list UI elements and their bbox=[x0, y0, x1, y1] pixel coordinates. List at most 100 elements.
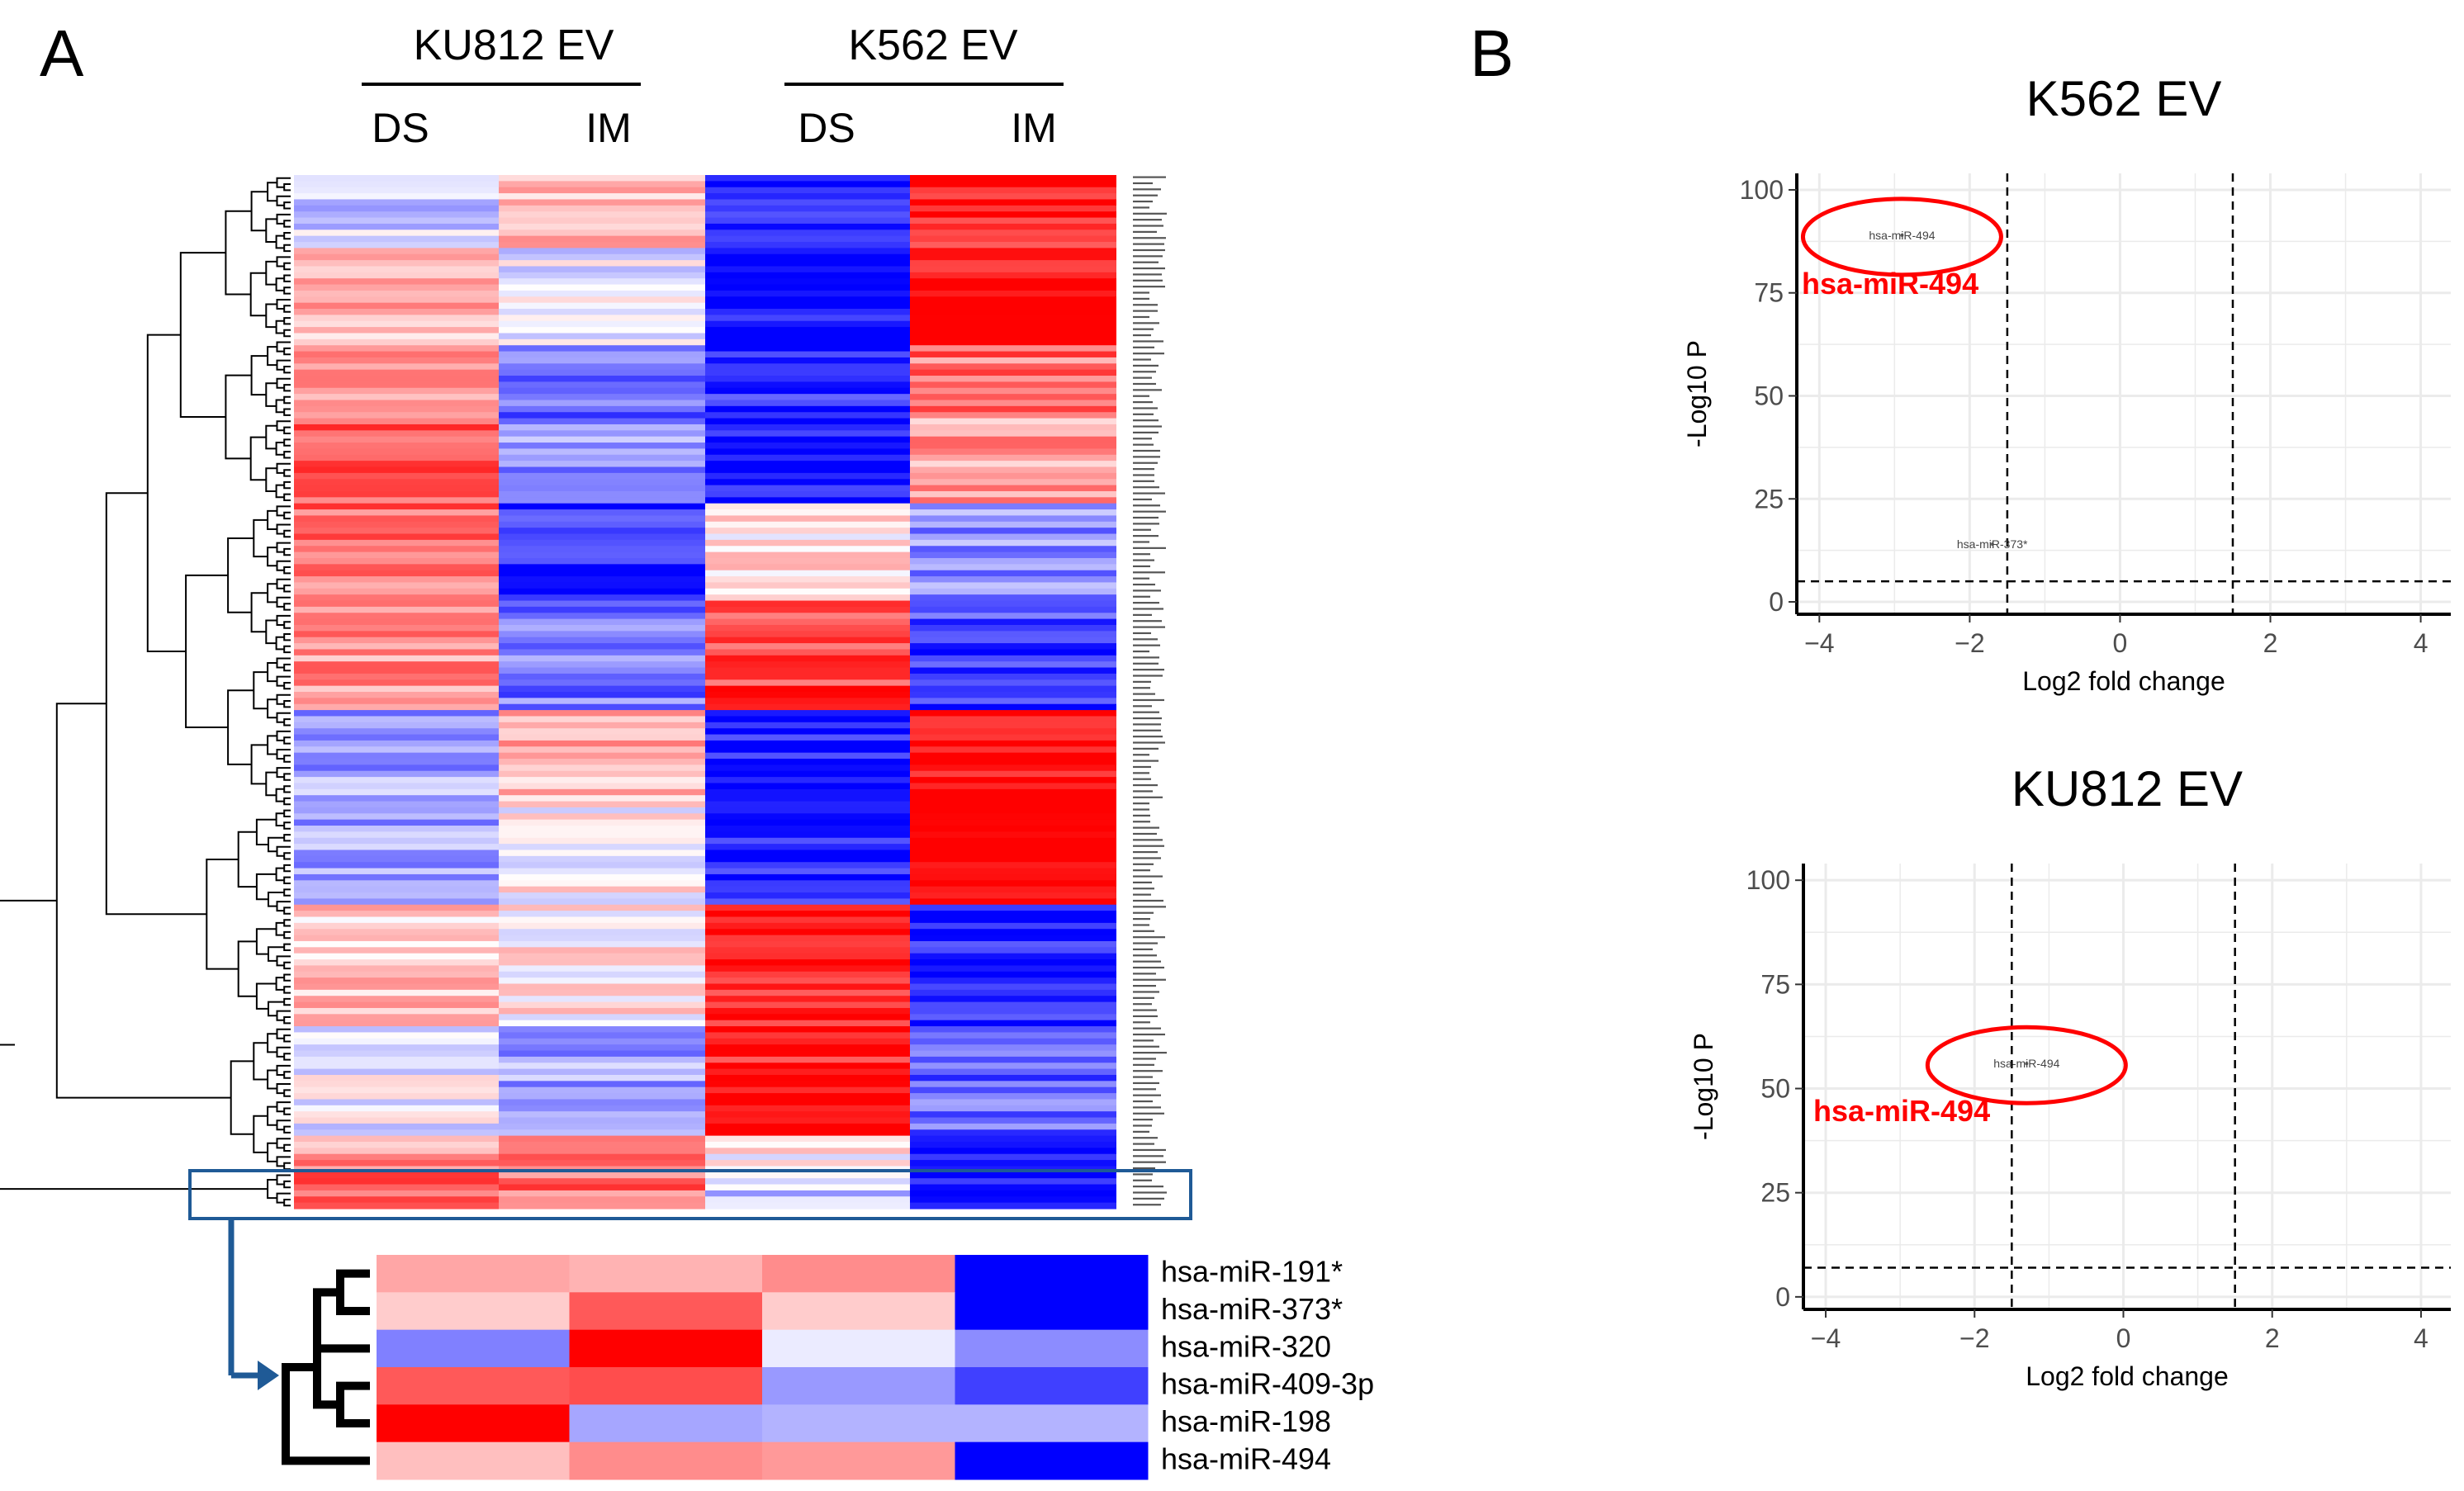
row-label-tick bbox=[1133, 869, 1150, 872]
heatmap-cell bbox=[294, 892, 499, 899]
row-label-tick bbox=[1133, 850, 1158, 854]
heatmap-cell bbox=[705, 710, 910, 717]
heatmap-cell bbox=[705, 211, 910, 219]
heatmap-cell bbox=[499, 1038, 705, 1045]
dendrogram-branch bbox=[227, 689, 254, 765]
heatmap-cell bbox=[294, 1050, 499, 1058]
heatmap-cell bbox=[499, 278, 705, 286]
dendrogram-branch bbox=[283, 834, 291, 842]
heatmap-cell bbox=[294, 953, 499, 960]
row-label-tick bbox=[1133, 991, 1159, 993]
row-label-tick bbox=[1133, 821, 1150, 823]
x-tick-label: −2 bbox=[1955, 628, 1984, 658]
heatmap-cell bbox=[499, 873, 705, 881]
heatmap-cell bbox=[294, 443, 499, 450]
row-label-tick bbox=[1133, 443, 1154, 446]
heatmap-cell bbox=[499, 497, 705, 504]
heatmap-cell bbox=[910, 1190, 1116, 1197]
heatmap-cell bbox=[705, 199, 910, 206]
heatmap-cell bbox=[910, 363, 1116, 371]
row-label-tick bbox=[1133, 346, 1154, 348]
heatmap-cell bbox=[294, 922, 499, 930]
heatmap-cell bbox=[499, 394, 705, 401]
zoom-heatmap-cell bbox=[762, 1292, 955, 1331]
heatmap-cell bbox=[910, 722, 1116, 729]
heatmap-cell bbox=[499, 959, 705, 967]
heatmap-cell bbox=[705, 873, 910, 881]
row-label-tick bbox=[1133, 778, 1151, 780]
heatmap-cell bbox=[499, 351, 705, 358]
heatmap-cell bbox=[705, 387, 910, 395]
heatmap-cell bbox=[910, 588, 1116, 595]
heatmap-cell bbox=[294, 1074, 499, 1082]
zoom-row-label: hsa-miR-191* bbox=[1161, 1255, 1343, 1289]
heatmap-cell bbox=[705, 1153, 910, 1161]
heatmap-cell bbox=[499, 710, 705, 717]
row-label-tick bbox=[1133, 839, 1163, 841]
heatmap-cell bbox=[499, 472, 705, 480]
heatmap-cell bbox=[499, 983, 705, 991]
heatmap-cell bbox=[499, 826, 705, 832]
row-label-tick bbox=[1133, 893, 1151, 896]
row-label-tick bbox=[1133, 1137, 1158, 1139]
heatmap-cell bbox=[910, 387, 1116, 395]
dendrogram-branch bbox=[283, 366, 291, 374]
zoom-heatmap-cell bbox=[762, 1441, 955, 1480]
y-tick-label: 25 bbox=[1760, 1178, 1790, 1208]
heatmap-cell bbox=[499, 752, 705, 760]
heatmap-cell bbox=[499, 594, 705, 602]
row-label-tick bbox=[1133, 765, 1151, 769]
row-label-tick bbox=[1133, 334, 1151, 337]
heatmap-cell bbox=[294, 217, 499, 225]
heatmap-cell bbox=[910, 351, 1116, 358]
heatmap-cell bbox=[910, 400, 1116, 407]
heatmap-cell bbox=[705, 248, 910, 255]
heatmap-cell bbox=[499, 1020, 705, 1027]
heatmap-cell bbox=[294, 351, 499, 358]
row-label-tick bbox=[1133, 291, 1149, 294]
heatmap-cell bbox=[705, 1026, 910, 1034]
heatmap-cell bbox=[294, 454, 499, 462]
panel-label-a: A bbox=[40, 17, 84, 90]
heatmap-cell bbox=[294, 965, 499, 973]
heatmap-cell bbox=[499, 868, 705, 875]
heatmap-cell bbox=[499, 770, 705, 778]
heatmap-cell bbox=[705, 327, 910, 334]
heatmap-cell bbox=[294, 764, 499, 772]
row-label-tick bbox=[1133, 340, 1163, 343]
heatmap-cell bbox=[499, 807, 705, 814]
heatmap-cell bbox=[705, 1038, 910, 1045]
heatmap-cell bbox=[705, 752, 910, 760]
heatmap-cell bbox=[294, 193, 499, 201]
heatmap-cell bbox=[910, 643, 1116, 651]
heatmap-cell bbox=[499, 412, 705, 419]
heatmap-cell bbox=[294, 971, 499, 978]
heatmap-cell bbox=[705, 1081, 910, 1088]
heatmap-cell bbox=[705, 1050, 910, 1058]
heatmap-cell bbox=[705, 929, 910, 936]
x-tick-label: 0 bbox=[2113, 628, 2128, 658]
heatmap-cell bbox=[294, 1032, 499, 1039]
heatmap-cell bbox=[294, 570, 499, 577]
heatmap-cell bbox=[910, 801, 1116, 808]
heatmap-cell bbox=[705, 624, 910, 632]
heatmap-cell bbox=[705, 1074, 910, 1082]
heatmap-cell bbox=[705, 588, 910, 595]
heatmap-cell bbox=[910, 649, 1116, 656]
zoom-heatmap-cell bbox=[955, 1292, 1149, 1331]
heatmap-cell bbox=[499, 333, 705, 340]
highlight-ellipse bbox=[1800, 196, 2003, 277]
dendrogram-branch bbox=[283, 876, 291, 884]
dendrogram-branch bbox=[255, 982, 277, 1010]
heatmap-cell bbox=[910, 740, 1116, 747]
row-label-tick bbox=[1133, 438, 1152, 440]
heatmap-cell bbox=[294, 230, 499, 237]
dendrogram-branch bbox=[283, 797, 291, 806]
row-label-tick bbox=[1133, 535, 1159, 537]
heatmap-cell bbox=[294, 770, 499, 778]
heatmap-cell bbox=[910, 661, 1116, 669]
heatmap-cell bbox=[910, 551, 1116, 559]
main-dendrogram bbox=[0, 177, 291, 1207]
heatmap-cell bbox=[705, 983, 910, 991]
heatmap-cell bbox=[294, 1063, 499, 1070]
